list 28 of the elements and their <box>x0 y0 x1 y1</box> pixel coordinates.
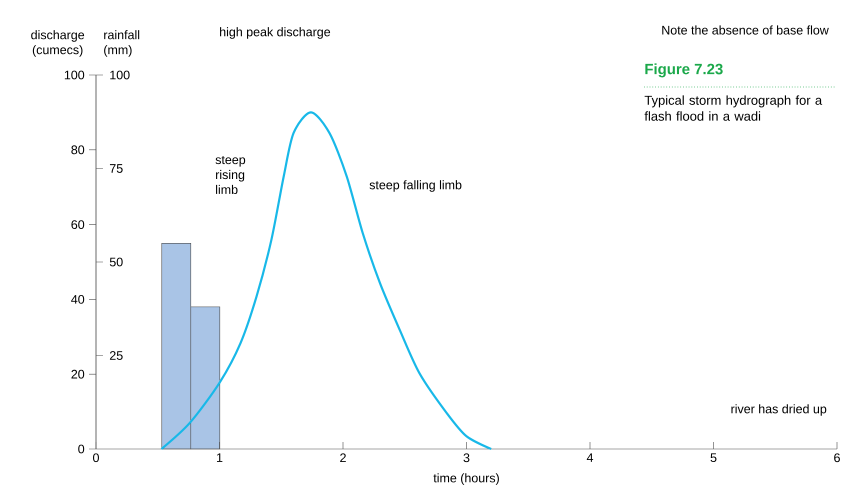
y-tick-label: 40 <box>71 295 84 304</box>
y-tick-label: 20 <box>71 370 84 379</box>
x-tick-label: 3 <box>464 453 470 462</box>
y2-tick-label: 75 <box>110 164 123 173</box>
y-axis-title: discharge (cumecs) <box>31 30 84 57</box>
y-tick-label: 60 <box>71 220 84 230</box>
line-series <box>160 111 492 450</box>
x-tick-label: 0 <box>93 453 99 462</box>
annotation: river has dried up <box>731 404 826 416</box>
annotation: steep rising limb <box>216 156 246 194</box>
y2-tick-label: 100 <box>110 70 130 80</box>
y-tick-label: 0 <box>78 444 84 454</box>
x-tick-label: 5 <box>710 453 716 462</box>
text: high peak discharge <box>220 27 330 39</box>
x-tick-label: 6 <box>834 453 840 462</box>
y-tick-label: 80 <box>71 145 84 154</box>
annotation: steep falling limb <box>370 180 462 192</box>
text: Note the absence of base flow <box>662 25 829 35</box>
y2-tick-label: 50 <box>110 258 123 266</box>
y-tick-label: 100 <box>64 70 84 80</box>
x-tick-label: 2 <box>340 453 346 462</box>
chart-title: Figure 7.23 <box>645 63 723 78</box>
y2-tick-label: 25 <box>110 351 123 360</box>
x-tick-label: 1 <box>216 453 222 462</box>
x-axis-title: time (hours) <box>433 473 499 485</box>
x-tick-label: 4 <box>586 453 594 462</box>
text: Typical storm hydrograph for a flash flood in a wadi <box>644 95 822 121</box>
y2-axis-title: rainfall (mm) <box>104 30 140 57</box>
